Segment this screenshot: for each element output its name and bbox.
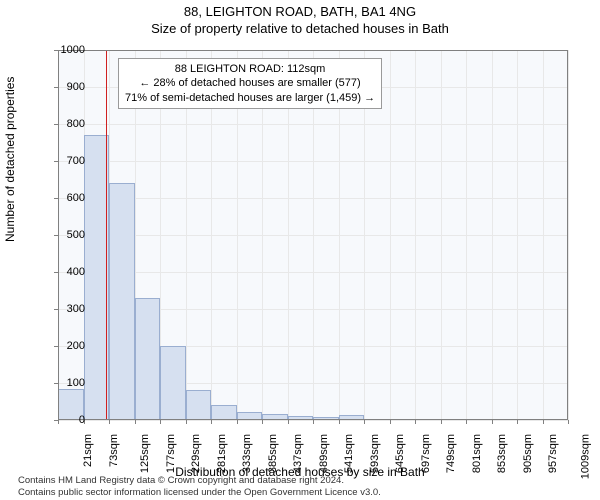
y-tick-label: 400 (45, 266, 85, 278)
x-tick-label: 73sqm (108, 434, 120, 467)
grid-line (568, 50, 569, 420)
x-tick-mark (517, 420, 518, 424)
y-tick-label: 1000 (45, 44, 85, 56)
x-tick-mark (441, 420, 442, 424)
footer-line1: Contains HM Land Registry data © Crown c… (18, 475, 381, 486)
x-tick-mark (339, 420, 340, 424)
y-tick-label: 300 (45, 303, 85, 315)
y-tick-label: 500 (45, 229, 85, 241)
footer-attribution: Contains HM Land Registry data © Crown c… (18, 475, 381, 498)
x-tick-mark (543, 420, 544, 424)
y-tick-label: 600 (45, 192, 85, 204)
chart-title-line2: Size of property relative to detached ho… (0, 19, 600, 36)
x-tick-mark (313, 420, 314, 424)
x-tick-label: 21sqm (82, 434, 94, 467)
chart-title-line1: 88, LEIGHTON ROAD, BATH, BA1 4NG (0, 0, 600, 19)
x-tick-mark (211, 420, 212, 424)
y-tick-label: 700 (45, 155, 85, 167)
x-tick-mark (415, 420, 416, 424)
y-tick-label: 0 (45, 414, 85, 426)
y-tick-label: 900 (45, 81, 85, 93)
y-tick-label: 100 (45, 377, 85, 389)
annotation-line1: 88 LEIGHTON ROAD: 112sqm (125, 62, 375, 76)
y-tick-label: 800 (45, 118, 85, 130)
y-axis-label: Number of detached properties (3, 77, 17, 242)
x-tick-mark (390, 420, 391, 424)
x-tick-mark (492, 420, 493, 424)
x-tick-mark (109, 420, 110, 424)
x-tick-mark (186, 420, 187, 424)
x-tick-mark (364, 420, 365, 424)
chart-plot-area: 88 LEIGHTON ROAD: 112sqm ← 28% of detach… (58, 50, 568, 420)
annotation-box: 88 LEIGHTON ROAD: 112sqm ← 28% of detach… (118, 58, 382, 109)
y-tick-label: 200 (45, 340, 85, 352)
x-tick-mark (466, 420, 467, 424)
x-tick-mark (288, 420, 289, 424)
x-tick-mark (568, 420, 569, 424)
annotation-line2: ← 28% of detached houses are smaller (57… (125, 76, 375, 90)
annotation-line3: 71% of semi-detached houses are larger (… (125, 91, 375, 105)
x-tick-mark (135, 420, 136, 424)
footer-line2: Contains public sector information licen… (18, 487, 381, 498)
x-tick-mark (262, 420, 263, 424)
x-tick-mark (237, 420, 238, 424)
x-tick-mark (160, 420, 161, 424)
